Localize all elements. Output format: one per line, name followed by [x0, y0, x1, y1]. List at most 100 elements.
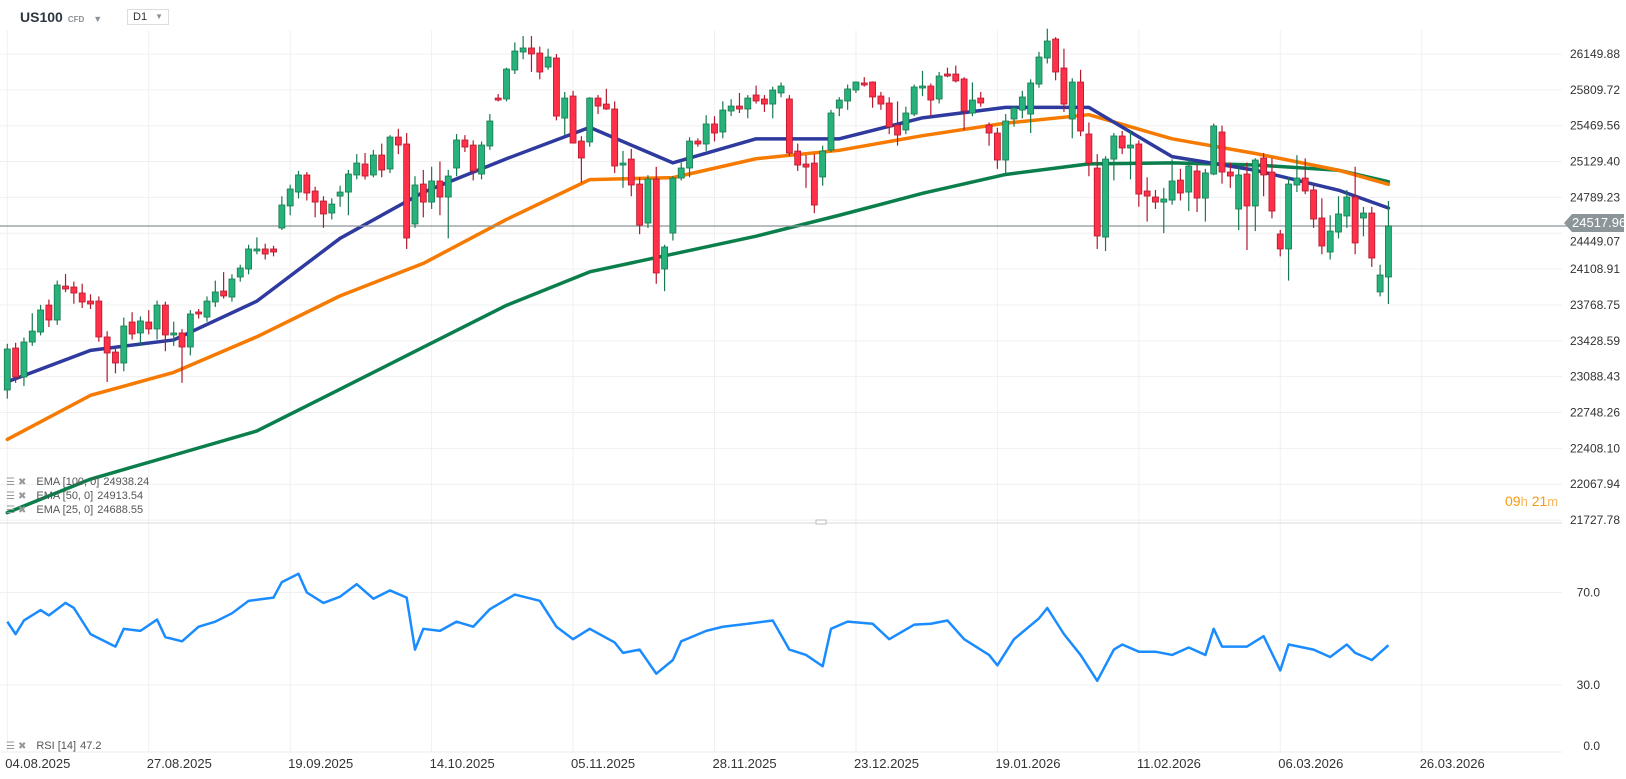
- candle-body-up: [1110, 135, 1118, 160]
- panel-resize-handle[interactable]: [815, 519, 827, 525]
- rsi-tick-label: 0.0: [1583, 739, 1600, 753]
- y-tick-label: 24789.23: [1570, 190, 1620, 204]
- candle-body-down: [877, 95, 885, 105]
- candle-body-up: [910, 86, 918, 115]
- candle-body-down: [594, 97, 602, 107]
- y-tick-label: 22408.10: [1570, 441, 1620, 455]
- candle-body-down: [894, 124, 901, 136]
- candle-body-up: [1160, 198, 1168, 203]
- legend-value: 24688.55: [97, 504, 144, 516]
- candle-body-down: [103, 336, 111, 354]
- candle-body-down: [394, 136, 402, 146]
- candle-body-down: [810, 162, 818, 206]
- candle-body-down: [220, 290, 228, 297]
- candle-body-down: [161, 304, 169, 336]
- candle-body-down: [536, 52, 544, 73]
- close-icon[interactable]: ✖: [17, 740, 27, 752]
- candle-body-up: [1102, 158, 1109, 238]
- settings-lines-icon[interactable]: ☰: [6, 504, 15, 516]
- candle-body-down: [627, 158, 635, 186]
- candle-body-down: [128, 321, 136, 335]
- candle-body-up: [1326, 230, 1334, 253]
- candle-body-down: [794, 150, 802, 166]
- candle-body-up: [137, 320, 144, 334]
- legend-value: 47.2: [80, 740, 102, 752]
- symbol-selector[interactable]: US100 CFD ▼: [20, 9, 102, 25]
- ema-line-ema-100: [5, 161, 1391, 515]
- settings-lines-icon[interactable]: ☰: [6, 740, 15, 752]
- candle-body-down: [87, 300, 94, 305]
- countdown-hours-unit: h: [1520, 494, 1528, 509]
- candle-body-down: [303, 174, 311, 194]
- legend-value: 24938.24: [103, 476, 150, 488]
- rsi-tick-label: 70.0: [1577, 586, 1601, 600]
- candle-body-up: [969, 99, 976, 114]
- candle-body-down: [378, 154, 386, 171]
- candle-body-up: [727, 105, 735, 112]
- candle-body-up: [1343, 196, 1351, 217]
- candle-body-up: [511, 50, 519, 71]
- candle-body-down: [1143, 190, 1151, 197]
- candle-body-down: [1243, 173, 1251, 207]
- candle-body-down: [1177, 179, 1184, 194]
- candle-body-up: [37, 309, 44, 333]
- candle-body-up: [1035, 56, 1043, 85]
- candle-body-up: [153, 304, 161, 330]
- y-tick-label: 23088.43: [1570, 370, 1620, 384]
- candle-body-up: [328, 203, 336, 214]
- close-icon[interactable]: ✖: [17, 504, 27, 516]
- legend-ema-50: ☰ ✖ EMA [50, 0] 24913.54: [6, 490, 143, 502]
- settings-lines-icon[interactable]: ☰: [6, 476, 15, 488]
- candle-body-down: [528, 47, 535, 55]
- close-icon[interactable]: ✖: [17, 490, 27, 502]
- candle-body-up: [677, 167, 685, 179]
- candle-body-down: [1052, 38, 1060, 73]
- candle-body-down: [952, 73, 960, 82]
- candle-body-up: [1002, 120, 1010, 161]
- candle-body-down: [1077, 81, 1084, 132]
- timeframe-select[interactable]: D1 ▼: [127, 9, 169, 25]
- candle-body-up: [619, 162, 627, 166]
- candle-body-down: [112, 351, 119, 364]
- candle-body-up: [519, 47, 527, 53]
- y-tick-label: 26149.88: [1570, 47, 1620, 61]
- x-tick-label: 26.03.2026: [1420, 756, 1485, 771]
- candle-body-down: [960, 78, 968, 112]
- candle-body-down: [869, 81, 876, 98]
- candle-body-up: [586, 97, 594, 143]
- candle-body-up: [1235, 174, 1243, 210]
- candle-body-up: [777, 85, 785, 94]
- candle-body-down: [1218, 131, 1226, 173]
- candle-body-up: [478, 144, 485, 175]
- candle-body-down: [1260, 157, 1268, 176]
- candle-body-up: [935, 75, 943, 100]
- close-icon[interactable]: ✖: [17, 476, 27, 488]
- x-tick-label: 27.08.2025: [147, 756, 212, 771]
- candle-body-down: [178, 332, 186, 348]
- candle-body-down: [436, 180, 444, 198]
- candle-body-up: [835, 99, 843, 109]
- x-tick-label: 06.03.2026: [1278, 756, 1343, 771]
- settings-lines-icon[interactable]: ☰: [6, 490, 15, 502]
- candle-body-down: [403, 143, 411, 239]
- candle-body-up: [286, 188, 294, 207]
- candle-body-up: [236, 267, 244, 278]
- candle-body-down: [1085, 133, 1093, 164]
- candle-body-down: [711, 123, 718, 134]
- candle-body-down: [860, 82, 868, 86]
- candle-body-down: [1152, 196, 1159, 203]
- candle-body-up: [669, 177, 677, 234]
- candle-body-up: [1285, 183, 1292, 250]
- candle-body-down: [602, 103, 610, 110]
- candle-body-up: [1027, 82, 1035, 115]
- candle-body-up: [1385, 225, 1392, 278]
- candle-body-down: [1135, 143, 1143, 195]
- rsi-tick-label: 30.0: [1577, 678, 1601, 692]
- candle-body-down: [270, 248, 277, 253]
- candle-body-down: [320, 200, 327, 215]
- candle-body-down: [78, 292, 86, 303]
- candle-body-up: [120, 325, 128, 364]
- candle-body-up: [486, 120, 494, 147]
- legend-rsi: ☰ ✖ RSI [14] 47.2: [6, 740, 102, 752]
